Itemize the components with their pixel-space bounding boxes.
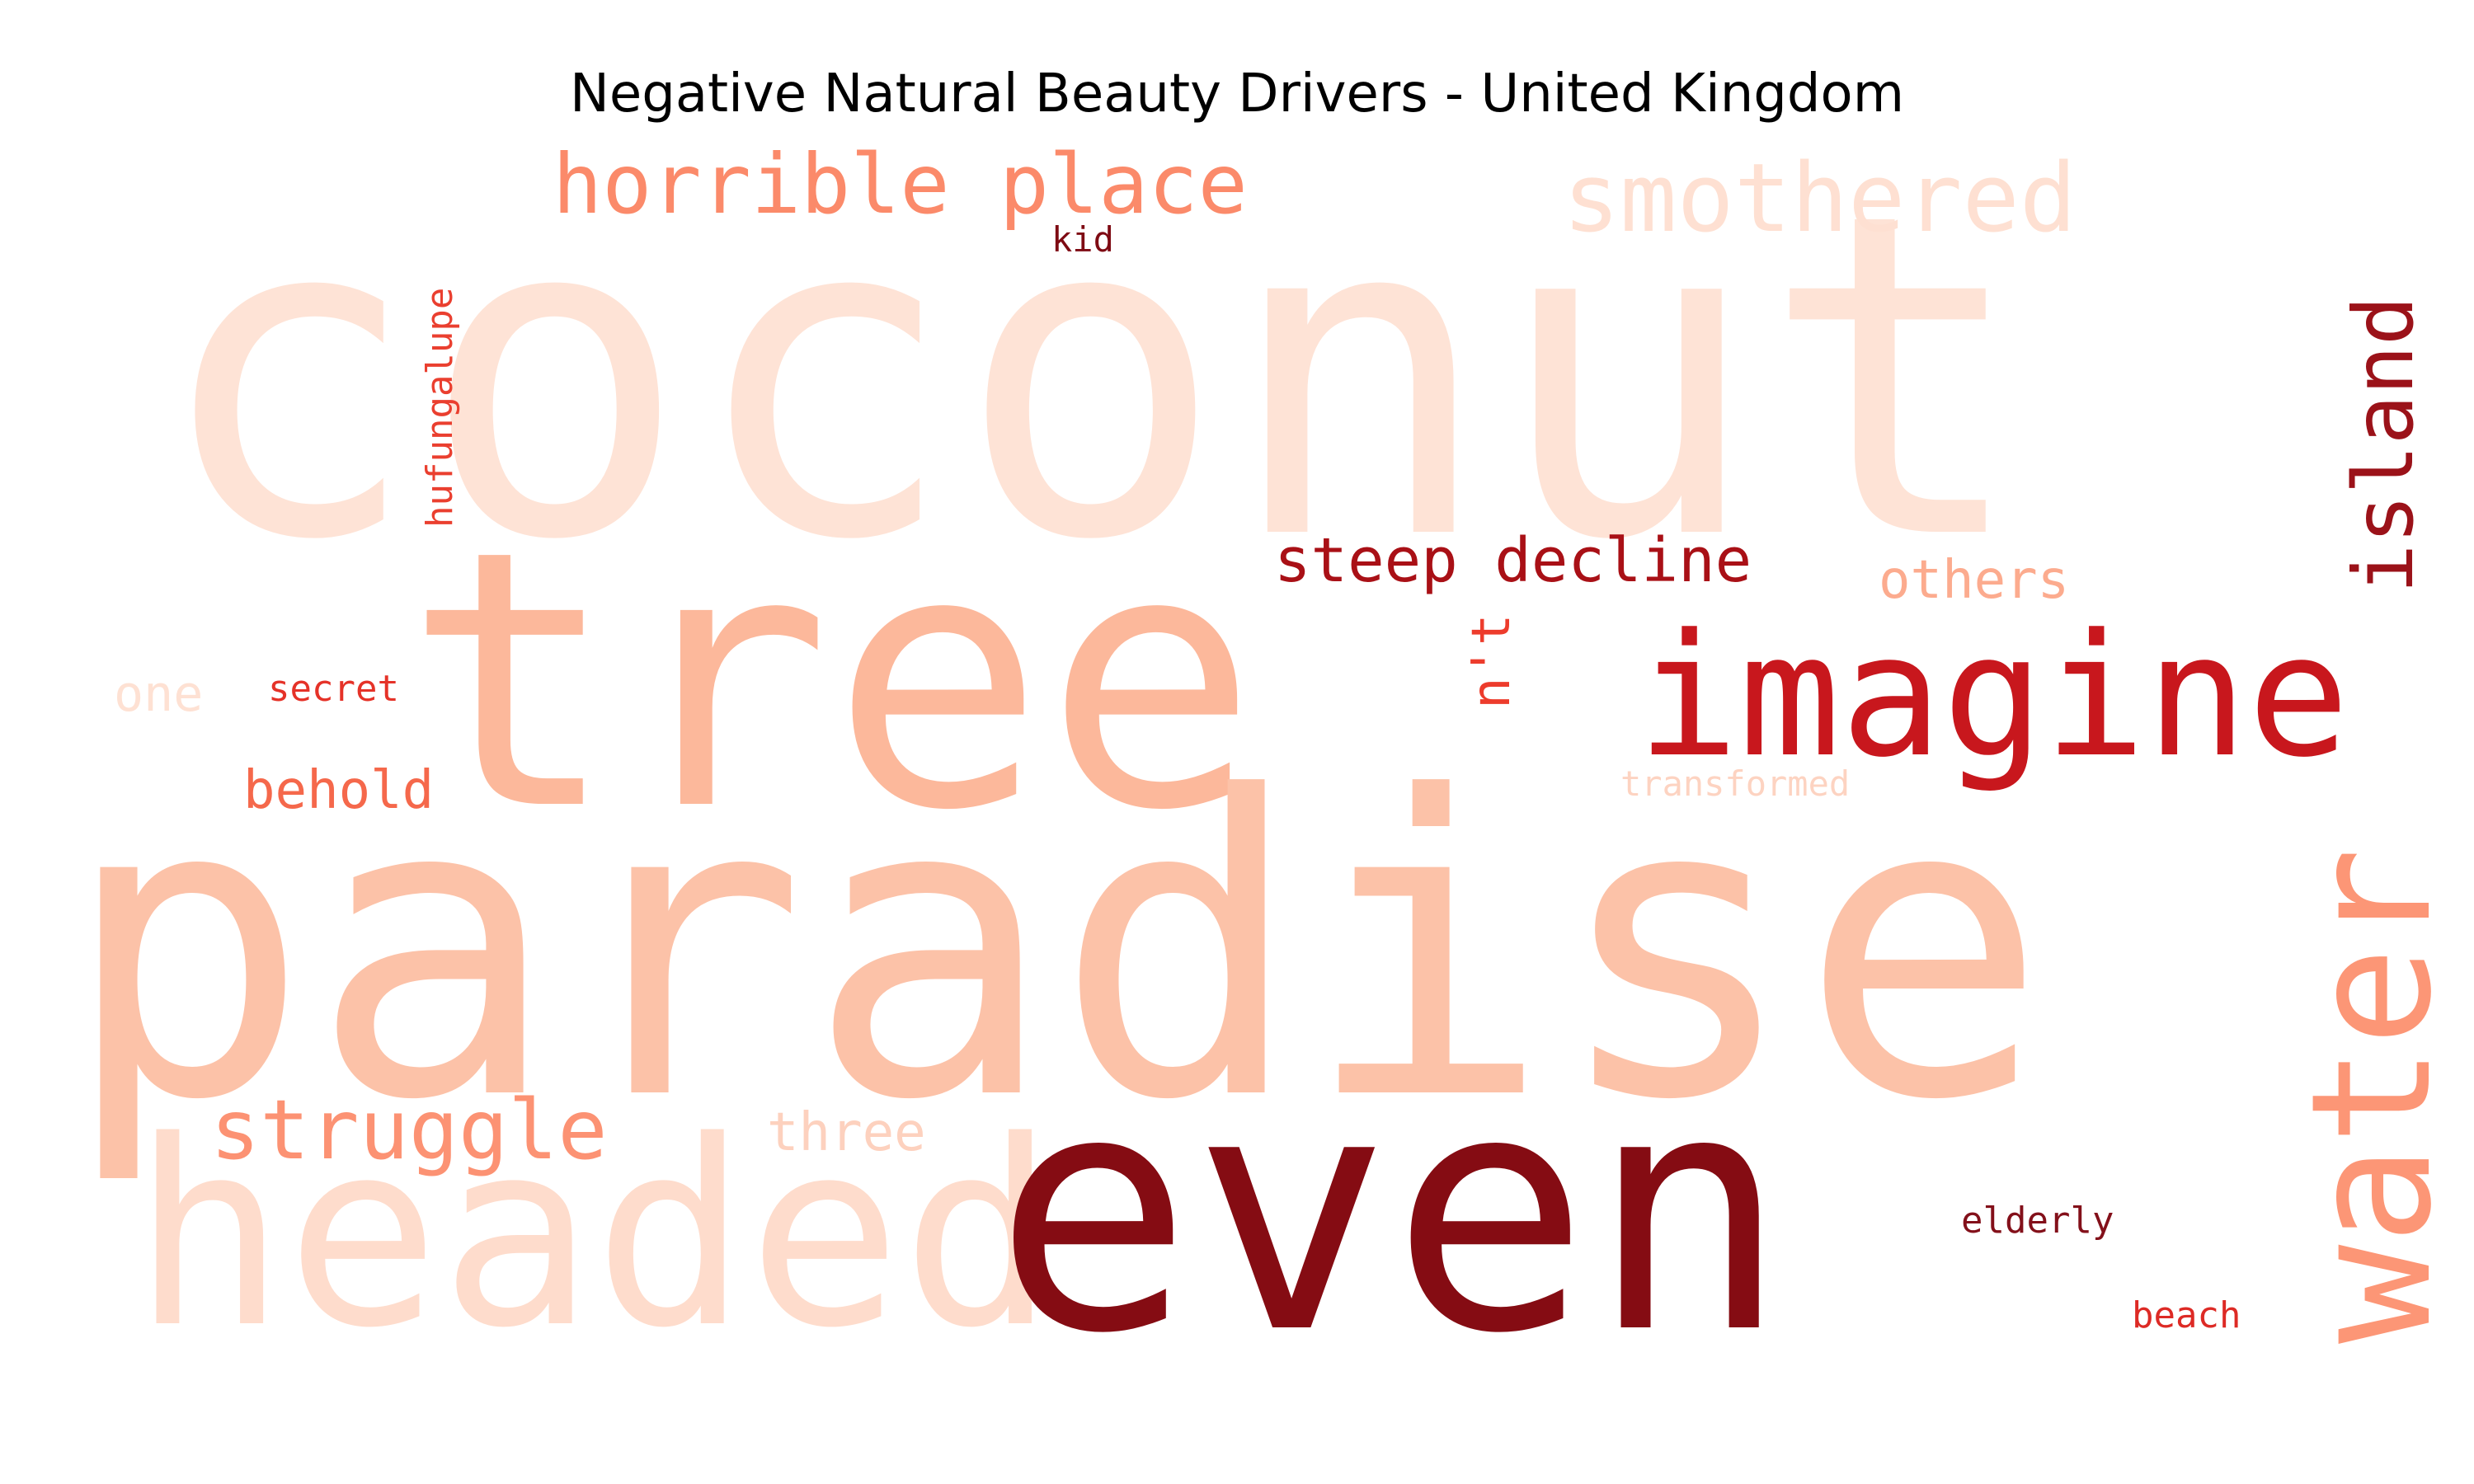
word-even: even (994, 1022, 1788, 1406)
word-one: one (114, 665, 203, 723)
word-struggle: struggle (210, 1082, 608, 1178)
chart-title: Negative Natural Beauty Drivers - United… (569, 63, 1905, 124)
word-headed: headed (132, 1087, 1056, 1384)
word-transformed: transformed (1620, 763, 1850, 804)
word-water: water (2276, 848, 2468, 1344)
word-coconut: coconut (153, 120, 2030, 637)
word-secret: secret (268, 668, 399, 710)
word-hufungalupe: hufungalupe (419, 288, 461, 528)
word-behold: behold (243, 760, 434, 821)
word-beach: beach (2132, 1294, 2241, 1336)
word-steep-decline: steep decline (1274, 525, 1752, 596)
word-kid: kid (1051, 219, 1114, 260)
word-nt: n't (1461, 613, 1522, 709)
word-island: island (2335, 296, 2432, 594)
word-paradise: paradise (62, 710, 2048, 1190)
word-horrible-place: horrible place (553, 136, 1248, 232)
word-imagine: imagine (1637, 599, 2349, 795)
word-smothered: smothered (1563, 143, 2077, 254)
word-three: three (767, 1102, 926, 1163)
word-elderly: elderly (1961, 1200, 2114, 1242)
word-others: others (1879, 550, 2069, 611)
word-tree: tree (404, 476, 1258, 888)
